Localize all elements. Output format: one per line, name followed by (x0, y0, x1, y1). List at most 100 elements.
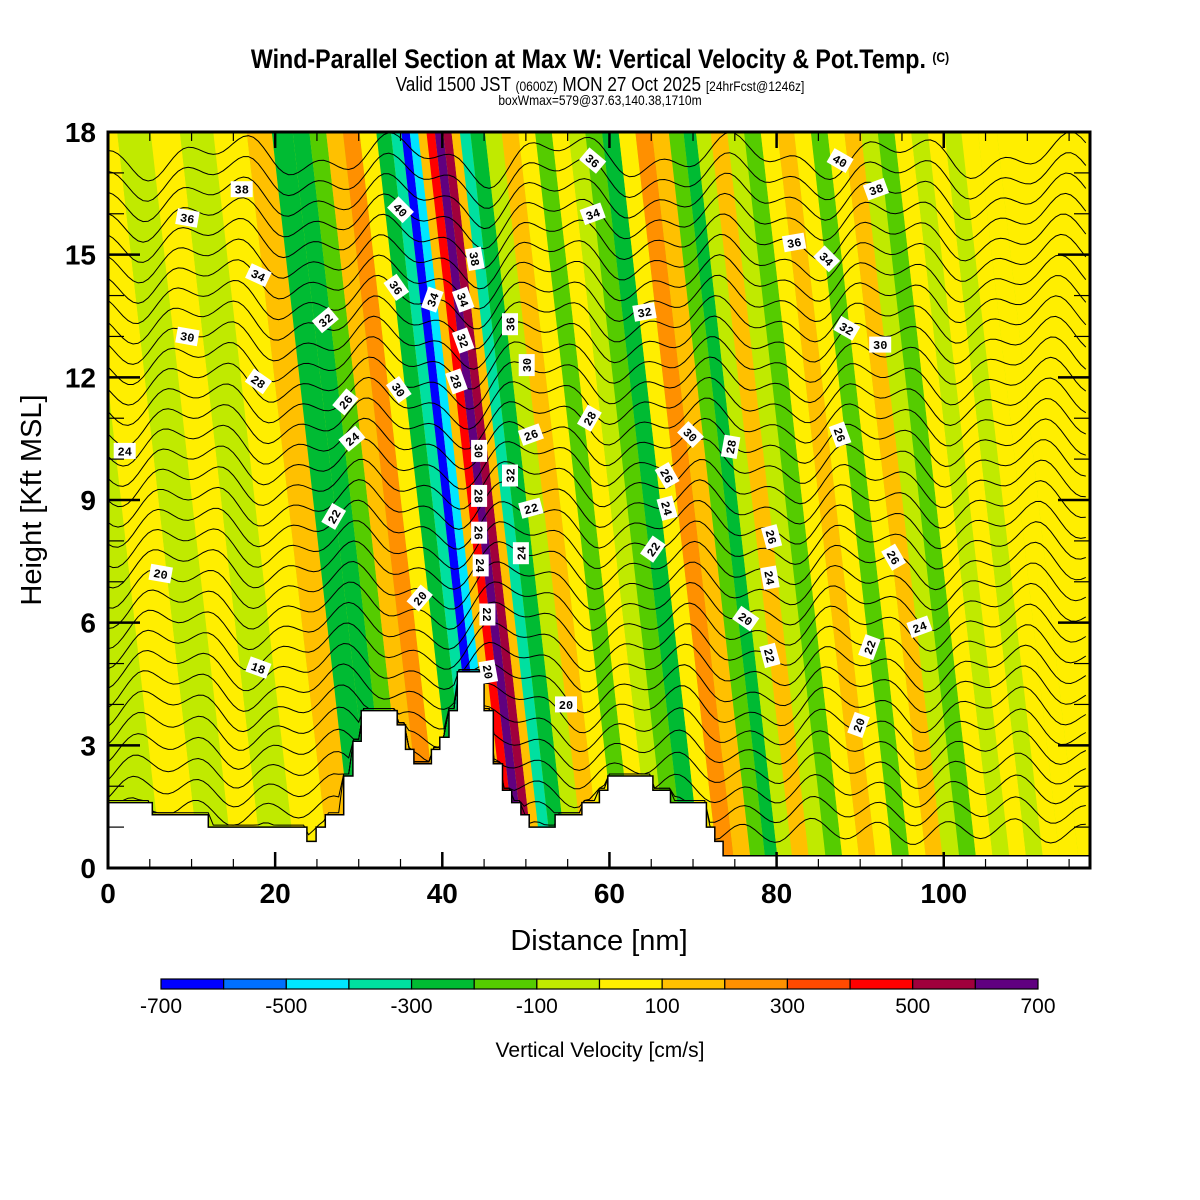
velocity-band (760, 132, 861, 868)
contour-label-bg (869, 336, 892, 353)
contour-label-bg (579, 202, 606, 226)
contour-label: 28 (471, 484, 488, 507)
contour-label: 32 (632, 302, 657, 322)
contour-label: 40 (826, 148, 854, 174)
contour-label-bg (478, 659, 499, 684)
contour-label: 28 (576, 404, 602, 432)
valid-time-local: Valid 1500 JST (395, 74, 511, 96)
contour-label-text: 38 (867, 182, 885, 200)
velocity-band (535, 132, 635, 868)
contour-label-bg (479, 603, 496, 626)
contour-label: 20 (148, 563, 173, 584)
velocity-band (683, 132, 779, 868)
contour-label-text: 22 (862, 639, 880, 657)
contour-label: 26 (517, 423, 544, 446)
colorbar-swatch (160, 978, 225, 990)
contour-label-bg (451, 327, 475, 354)
isentrope-line (108, 356, 1087, 410)
contour-label: 22 (479, 603, 496, 626)
contour-label-text: 32 (505, 468, 519, 482)
contour-label-bg (502, 464, 518, 487)
contour-label-bg (654, 461, 680, 490)
contour-label-bg (113, 442, 136, 459)
x-tick-label: 100 (920, 878, 967, 909)
contour-label-bg (148, 563, 173, 584)
contour-labels: 38 36 34 32 30 28 26 24 24 22 20 18 40 36 34 30 20 38 34 32… (113, 147, 933, 738)
isentrope-line (108, 621, 1087, 673)
contour-label-text: 34 (248, 267, 267, 286)
contour-label-bg (632, 302, 657, 322)
valid-date: MON 27 Oct 2025 (562, 74, 702, 96)
contour-label-bg (906, 615, 933, 639)
valid-time-utc: (0600Z) (515, 78, 558, 94)
velocity-band (635, 132, 735, 868)
contour-label-bg (471, 439, 488, 462)
velocity-band (961, 132, 1061, 868)
colorbar-tick-label: -300 (391, 995, 433, 1018)
velocity-band (451, 132, 543, 868)
colorbar-swatch (661, 978, 726, 990)
velocity-band (213, 132, 330, 868)
colorbar-swatch (223, 978, 287, 990)
contour-label-text: 34 (584, 206, 602, 224)
colorbar-title: Vertical Velocity [cm/s] (496, 1039, 705, 1062)
y-tick-label: 18 (65, 117, 96, 148)
contour-label-bg (720, 434, 741, 460)
contour-label: 38 (862, 177, 890, 201)
contour-label-text: 24 (117, 445, 131, 459)
contour-label-text: 30 (471, 444, 485, 458)
contour-label-text: 26 (762, 528, 779, 546)
velocity-band (568, 132, 668, 868)
contour-label-text: 22 (479, 607, 493, 621)
contour-label-bg (517, 423, 544, 446)
colorbar-tick-label: -500 (265, 995, 307, 1018)
isentrope-line (108, 172, 1087, 230)
isentrope-line (108, 601, 1087, 652)
isentrope-line (108, 669, 1086, 809)
contour-label: 24 (656, 495, 678, 521)
velocity-band (652, 132, 752, 868)
contour-label-text: 22 (523, 501, 541, 518)
contour-label: 30 (175, 326, 200, 347)
velocity-band (927, 132, 1028, 868)
isentrope-line (108, 540, 1086, 591)
contour-label: 20 (478, 659, 499, 684)
velocity-band (342, 132, 443, 868)
colorbar-tick-label: 700 (1020, 995, 1055, 1018)
contour-label-bg (828, 421, 852, 448)
velocity-band (179, 132, 297, 868)
velocity-band (117, 132, 234, 868)
colorbar-swatch (285, 978, 350, 990)
isentrope-line (108, 397, 1087, 450)
contour-label-bg (858, 634, 881, 661)
contour-label: 18 (245, 656, 272, 679)
colorbar-tick-label: 100 (645, 995, 680, 1018)
contour-label-text: 22 (325, 507, 344, 526)
contour-label-text: 32 (836, 320, 855, 339)
contour-label: 22 (321, 502, 347, 530)
contour-label: 34 (245, 263, 272, 287)
velocity-band (518, 132, 618, 868)
isentrope-line (108, 520, 1086, 570)
velocity-band (359, 132, 460, 868)
contour-label-text: 22 (644, 540, 664, 560)
contour-label: 28 (720, 434, 741, 460)
contour-label-text: 20 (152, 567, 169, 583)
contour-label-text: 24 (657, 500, 674, 518)
contour-label-bg (421, 286, 444, 313)
contour-label: 30 (869, 336, 892, 353)
colorbar-swatch (473, 978, 538, 990)
y-tick-label: 3 (80, 730, 96, 761)
contour-label-bg (760, 565, 780, 590)
contour-label-bg (472, 554, 489, 577)
contour-label-text: 36 (786, 236, 803, 252)
colorbar-swatch (912, 978, 976, 990)
x-tick-label: 60 (594, 878, 625, 909)
velocity-band (944, 132, 1045, 868)
contour-label-bg (579, 147, 607, 174)
contour-label: 36 (383, 273, 410, 301)
contour-label-text: 32 (453, 332, 471, 350)
contour-label: 38 (465, 246, 485, 272)
contour-label-text: 24 (472, 558, 486, 572)
colorbar-tick-label: 300 (770, 995, 805, 1018)
